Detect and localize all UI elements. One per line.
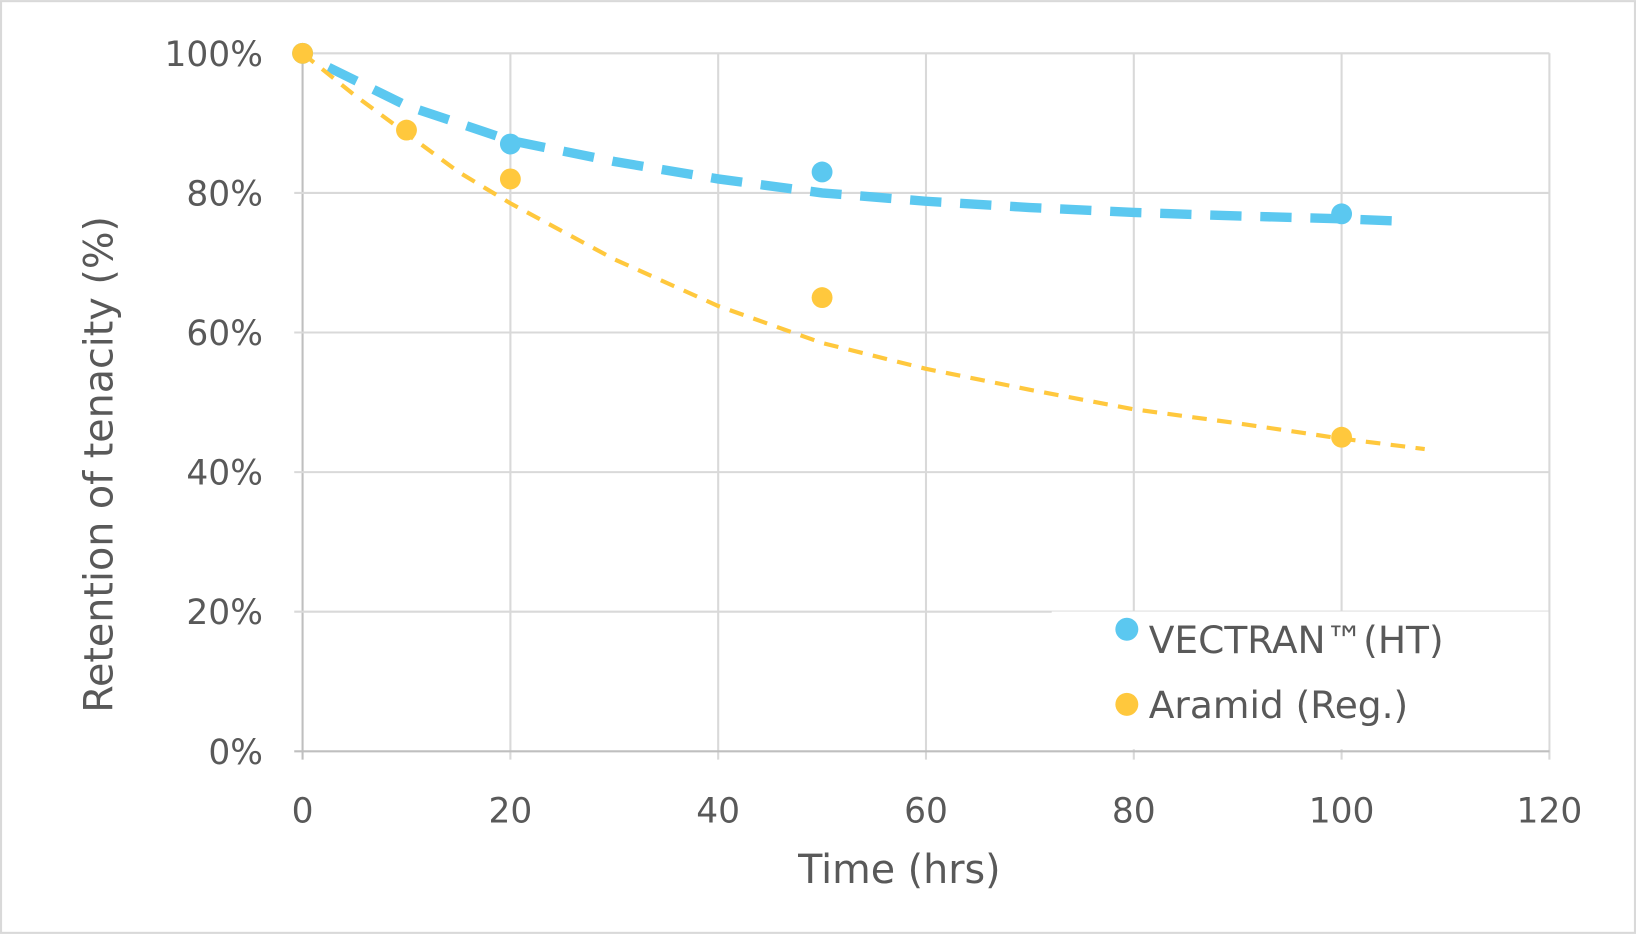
trendline-0 (326, 63, 1394, 226)
data-points (292, 42, 1353, 448)
y-tick-label: 20% (186, 593, 263, 633)
data-point-aramid (292, 42, 314, 64)
legend-marker-aramid (1115, 692, 1139, 716)
y-axis-title: Retention of tenacity (%) (77, 216, 123, 713)
x-tick-label: 100 (1309, 791, 1375, 831)
y-tick-label: 60% (186, 314, 263, 354)
y-tick-label: 100% (165, 35, 263, 75)
trendlines (301, 51, 1425, 452)
data-point-aramid (396, 119, 417, 141)
tick-labels: 0 20 40 60 80 100 120 0% 20% 40% 60% 80% 100% (165, 35, 1583, 831)
data-point-vectran (1331, 203, 1353, 225)
x-axis-title: Time (hrs) (797, 847, 1001, 893)
legend: VECTRAN™(HT) Aramid (Reg.) (1051, 611, 1549, 750)
legend-label-vectran: VECTRAN™(HT) (1149, 618, 1444, 662)
trendline-1 (301, 51, 1425, 452)
x-tick-label: 20 (488, 791, 532, 831)
x-tick-label: 0 (292, 791, 314, 831)
x-tick-label: 80 (1112, 791, 1156, 831)
data-point-aramid (499, 168, 521, 190)
y-tick-label: 80% (186, 174, 263, 214)
x-tick-label: 40 (696, 791, 740, 831)
data-point-aramid (1331, 426, 1353, 448)
x-tick-label: 120 (1517, 791, 1583, 831)
data-point-aramid (811, 287, 833, 309)
x-tick-label: 60 (904, 791, 948, 831)
data-point-vectran (811, 161, 833, 183)
y-tick-label: 0% (208, 733, 263, 773)
y-tick-label: 40% (186, 454, 263, 494)
legend-marker-vectran (1115, 617, 1139, 641)
legend-label-aramid: Aramid (Reg.) (1149, 683, 1408, 727)
data-point-vectran (499, 133, 521, 155)
